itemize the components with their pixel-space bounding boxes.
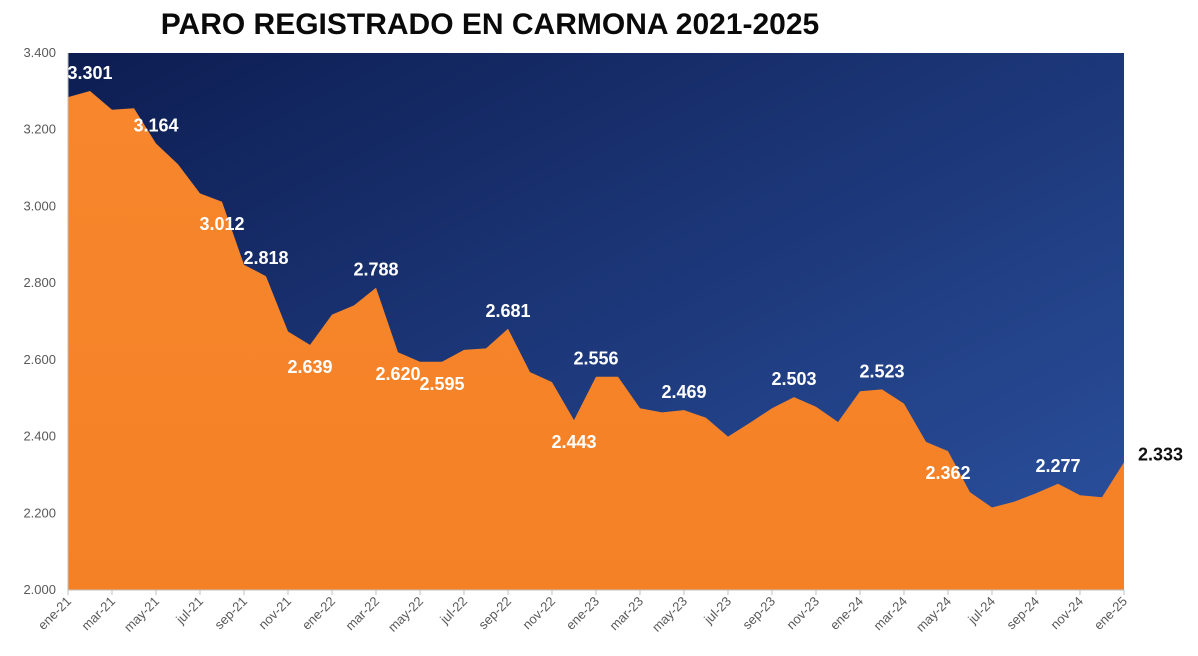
data-label: 2.503 [771, 369, 816, 389]
x-tick-label: nov-22 [519, 594, 558, 633]
x-tick-label: ene-22 [299, 594, 338, 633]
x-tick-label: nov-24 [1047, 594, 1086, 633]
x-tick-label: mar-22 [342, 594, 382, 634]
data-label: 2.595 [419, 374, 464, 394]
data-label: 2.681 [485, 301, 530, 321]
x-tick-label: ene-24 [827, 594, 866, 633]
x-tick-label: ene-23 [563, 594, 602, 633]
y-tick-label: 2.200 [23, 505, 56, 520]
y-tick-label: 2.600 [23, 352, 56, 367]
y-tick-label: 2.800 [23, 275, 56, 290]
data-label: 2.788 [353, 260, 398, 280]
x-tick-label: may-22 [385, 594, 426, 635]
x-tick-label: sep-24 [1003, 594, 1042, 633]
data-label: 3.012 [199, 214, 244, 234]
x-tick-label: sep-22 [475, 594, 514, 633]
x-tick-label: sep-21 [211, 594, 250, 633]
x-tick-label: jul-23 [700, 594, 734, 628]
data-label: 2.277 [1035, 456, 1080, 476]
data-label: 2.523 [859, 361, 904, 381]
y-tick-label: 3.200 [23, 122, 56, 137]
x-tick-label: mar-23 [606, 594, 646, 634]
x-tick-label: sep-23 [739, 594, 778, 633]
y-tick-label: 3.400 [23, 45, 56, 60]
x-tick-label: ene-25 [1091, 594, 1130, 633]
y-tick-label: 2.400 [23, 429, 56, 444]
x-tick-label: mar-24 [870, 594, 910, 634]
x-tick-label: may-24 [913, 594, 954, 635]
chart-title: PARO REGISTRADO EN CARMONA 2021-2025 [160, 8, 820, 41]
data-label: 3.301 [67, 63, 112, 83]
data-label: 2.443 [551, 432, 596, 452]
data-label: 2.333 [1138, 444, 1183, 464]
data-label: 2.556 [573, 349, 618, 369]
x-tick-label: jul-24 [964, 594, 998, 628]
x-tick-label: ene-21 [35, 594, 74, 633]
x-tick-label: may-23 [649, 594, 690, 635]
data-label: 2.639 [287, 357, 332, 377]
y-tick-label: 3.000 [23, 198, 56, 213]
x-tick-label: may-21 [121, 594, 162, 635]
x-tick-label: jul-21 [172, 594, 206, 628]
data-label: 2.818 [243, 248, 288, 268]
data-label: 2.469 [661, 382, 706, 402]
x-tick-label: mar-21 [78, 594, 118, 634]
y-tick-label: 2.000 [23, 582, 56, 597]
x-tick-label: nov-23 [783, 594, 822, 633]
x-tick-label: nov-21 [255, 594, 294, 633]
x-tick-label: jul-22 [436, 594, 470, 628]
area-series [68, 91, 1124, 590]
data-label: 3.164 [133, 116, 178, 136]
data-label: 2.362 [925, 463, 970, 483]
data-label: 2.620 [375, 364, 420, 384]
